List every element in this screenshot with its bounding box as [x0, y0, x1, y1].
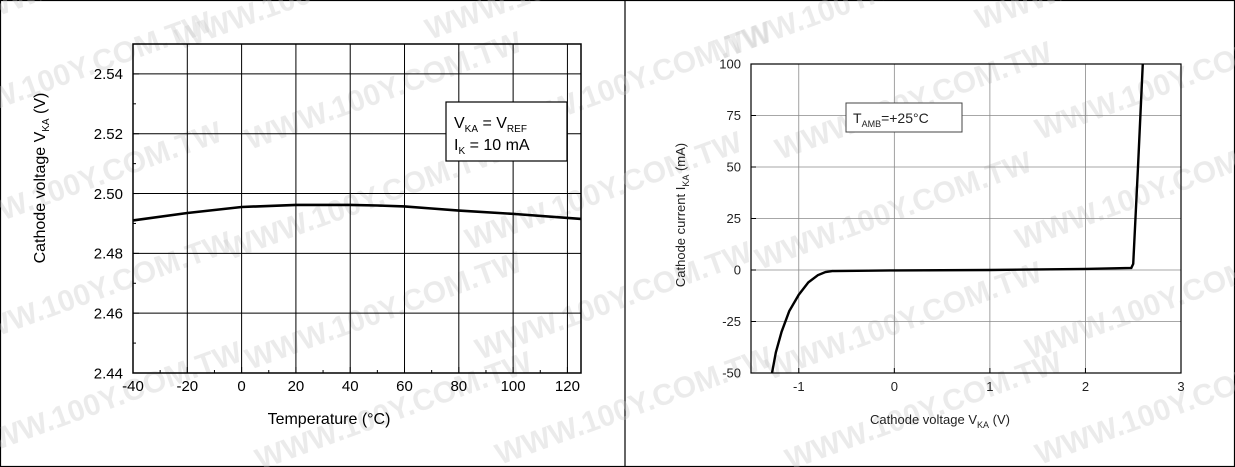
y-tick-label: 100 — [719, 57, 741, 72]
right-x-axis-label: Cathode voltage VKA (V) — [870, 412, 1010, 430]
chart-right-iv-curve: -1 0 1 2 3 -50 -25 0 25 50 75 100 TAMB=+25°C Catho… — [673, 57, 1185, 430]
chart-left-temperature: -40 -20 0 20 40 60 80 100 120 2.442.462.482.502.… — [32, 43, 582, 428]
x-tick-label: 120 — [555, 378, 580, 395]
y-tick-label: 25 — [727, 211, 741, 226]
x-tick-label: 0 — [237, 378, 245, 395]
left-x-axis-label: Temperature (°C) — [268, 411, 391, 428]
y-tick-label: -50 — [722, 366, 741, 381]
right-series-line — [770, 63, 1144, 374]
left-series-line — [132, 203, 582, 222]
right-x-tick-labels: -1 0 1 2 3 — [793, 379, 1185, 394]
right-annotation-box: TAMB=+25°C — [845, 102, 963, 133]
left-annotation-box: VKA = VREF IK = 10 mA — [445, 101, 568, 162]
y-tick-label: 2.50 — [94, 186, 123, 203]
x-tick-label: 100 — [501, 378, 526, 395]
x-tick-label: -1 — [793, 379, 805, 394]
x-tick-label: -40 — [122, 378, 144, 395]
left-y-tick-labels: 2.44 2.46 2.48 2.50 2.52 2.54 — [94, 66, 123, 382]
y-tick-label: 75 — [727, 108, 741, 123]
y-tick-label: 2.48 — [94, 246, 123, 263]
y-tick-label: 2.52 — [94, 126, 123, 143]
y-tick-label: 2.46 — [94, 305, 123, 322]
left-ticks — [132, 73, 568, 374]
left-annotation-line1: VKA = VREF — [454, 115, 527, 135]
x-tick-label: 40 — [342, 378, 359, 395]
y-tick-label: 2.44 — [94, 365, 123, 382]
right-y-axis-label: Cathode current IKA (mA) — [673, 143, 691, 287]
y-tick-label: -25 — [722, 314, 741, 329]
left-x-tick-labels: -40 -20 0 20 40 60 80 100 120 — [122, 378, 580, 395]
x-tick-label: 1 — [986, 379, 993, 394]
y-tick-label: 50 — [727, 160, 741, 175]
x-tick-label: -20 — [176, 378, 198, 395]
left-y-axis-label: Cathode voltage VKA (V) — [32, 93, 52, 264]
x-tick-label: 80 — [450, 378, 467, 395]
y-tick-label: 2.54 — [94, 66, 123, 83]
y-tick-label: 0 — [734, 263, 741, 278]
left-plot-frame — [132, 43, 582, 374]
x-tick-label: 3 — [1177, 379, 1184, 394]
x-tick-label: 20 — [288, 378, 305, 395]
x-tick-label: 2 — [1082, 379, 1089, 394]
right-y-tick-labels: -50 -25 0 25 50 75 100 — [719, 57, 741, 381]
left-annotation-line2: IK = 10 mA — [454, 137, 530, 157]
x-tick-label: 60 — [396, 378, 413, 395]
right-ticks — [751, 63, 1182, 374]
right-annotation-text: TAMB=+25°C — [853, 110, 929, 129]
x-tick-label: 0 — [891, 379, 898, 394]
